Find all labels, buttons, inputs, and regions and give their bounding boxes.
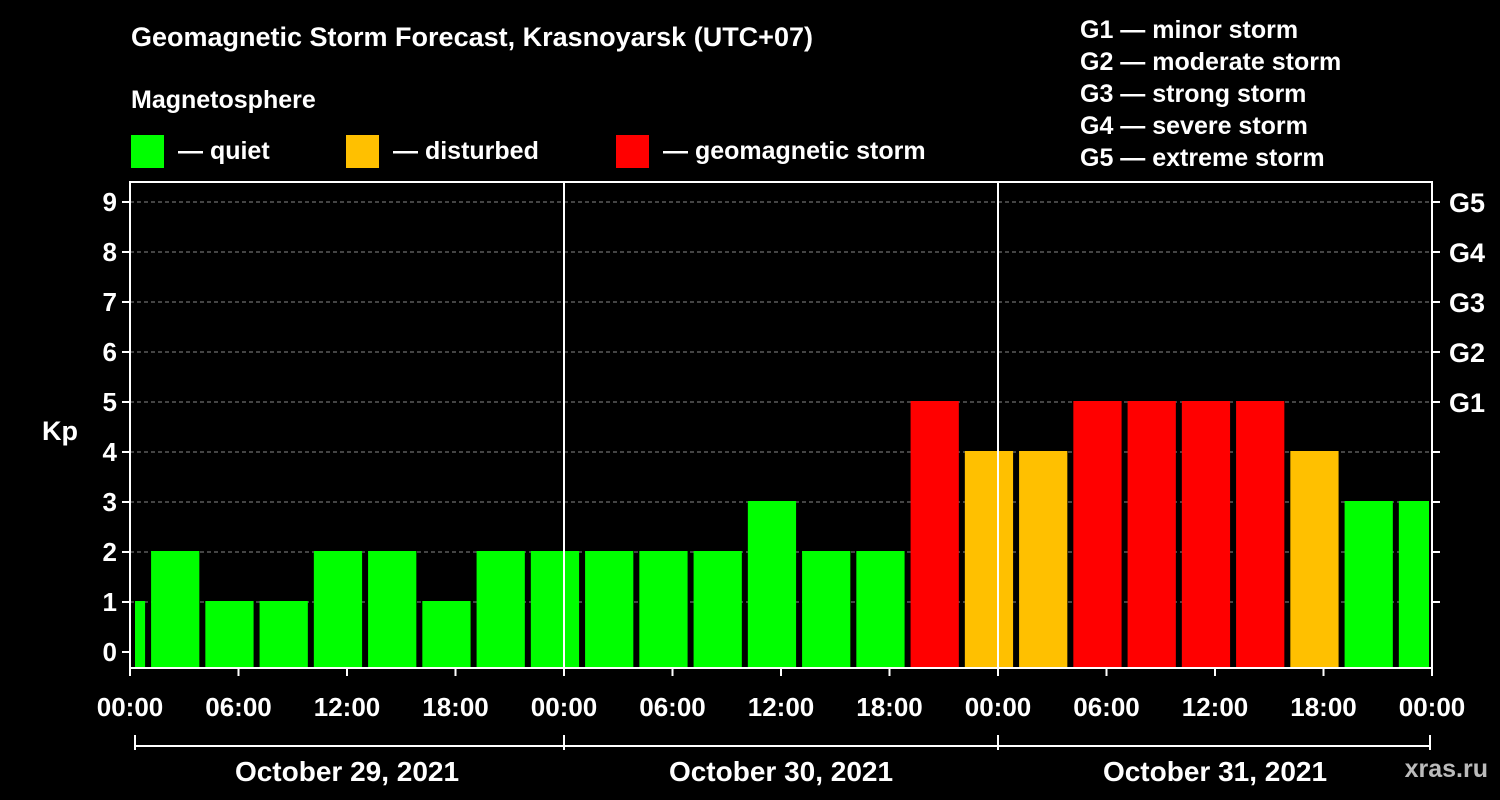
y-tick-label: 6: [103, 337, 117, 367]
watermark: xras.ru: [1404, 755, 1488, 783]
g-scale-label: G2: [1449, 338, 1485, 368]
x-tick-label: 12:00: [1182, 692, 1249, 722]
legend-label-disturbed: — disturbed: [393, 136, 539, 165]
x-tick-label: 00:00: [965, 692, 1032, 722]
kp-bar: [205, 601, 254, 668]
y-tick-label: 2: [103, 537, 117, 567]
kp-bar: [1344, 501, 1393, 668]
g-scale-item: G5 — extreme storm: [1080, 144, 1325, 172]
day-label: October 30, 2021: [669, 756, 893, 787]
x-tick-label: 06:00: [205, 692, 272, 722]
kp-bar: [856, 551, 905, 668]
legend-subtitle: Magnetosphere: [131, 86, 316, 114]
x-tick-label: 18:00: [1290, 692, 1357, 722]
kp-bar: [639, 551, 688, 668]
x-tick-label: 00:00: [1399, 692, 1466, 722]
g-scale-item: G2 — moderate storm: [1080, 48, 1342, 76]
x-tick-label: 06:00: [639, 692, 706, 722]
kp-bar: [693, 551, 742, 668]
kp-bar: [368, 551, 417, 668]
kp-bar: [802, 551, 851, 668]
kp-bar: [422, 601, 471, 668]
x-tick-label: 18:00: [422, 692, 489, 722]
legend-label-quiet: — quiet: [178, 136, 270, 165]
g-scale-label: G1: [1449, 388, 1485, 418]
y-tick-label: 8: [103, 237, 117, 267]
kp-bar: [151, 551, 200, 668]
kp-bar: [1236, 401, 1285, 668]
legend-swatch-quiet: [131, 134, 164, 168]
legend-item-disturbed: — disturbed: [346, 134, 539, 168]
g-scale-label: G3: [1449, 288, 1485, 318]
legend-swatch-disturbed: [346, 134, 379, 168]
chart-title: Geomagnetic Storm Forecast, Krasnoyarsk …: [131, 22, 813, 52]
g-scale-item: G4 — severe storm: [1080, 112, 1308, 140]
y-tick-label: 0: [103, 637, 117, 667]
legend-swatch-storm: [616, 134, 649, 168]
legend-label-storm: — geomagnetic storm: [663, 136, 926, 165]
x-tick-label: 06:00: [1073, 692, 1140, 722]
x-tick-label: 18:00: [856, 692, 923, 722]
kp-bar: [585, 551, 634, 668]
g-scale-label: G5: [1449, 188, 1485, 218]
legend-item-storm: — geomagnetic storm: [616, 134, 926, 168]
day-label: October 31, 2021: [1103, 756, 1327, 787]
x-tick-label: 00:00: [97, 692, 164, 722]
kp-bar: [476, 551, 525, 668]
g-scale-item: G3 — strong storm: [1080, 80, 1307, 108]
legend-item-quiet: — quiet: [131, 134, 270, 168]
g-scale-label: G4: [1449, 238, 1485, 268]
y-tick-label: 4: [103, 437, 118, 467]
kp-bar: [1127, 401, 1176, 668]
kp-bar: [1181, 401, 1231, 668]
y-tick-label: 1: [103, 587, 117, 617]
kp-bar: [747, 501, 797, 668]
kp-bar: [1073, 401, 1122, 668]
y-tick-label: 7: [103, 287, 117, 317]
kp-bar: [964, 451, 1014, 668]
kp-bar: [259, 601, 308, 668]
kp-bar: [530, 551, 580, 668]
g-scale-legend: G1 — minor storm G2 — moderate storm G3 …: [1080, 14, 1341, 174]
x-tick-label: 12:00: [314, 692, 381, 722]
kp-bar: [135, 601, 146, 668]
x-tick-label: 12:00: [748, 692, 815, 722]
x-tick-label: 00:00: [531, 692, 598, 722]
kp-bar: [1398, 501, 1429, 668]
kp-bar: [313, 551, 363, 668]
kp-bar: [1290, 451, 1339, 668]
day-label: October 29, 2021: [235, 756, 459, 787]
y-axis-label: Kp: [42, 416, 78, 446]
kp-bar: [910, 401, 959, 668]
y-tick-label: 9: [103, 187, 117, 217]
g-scale-item: G1 — minor storm: [1080, 16, 1299, 44]
y-tick-label: 3: [103, 487, 117, 517]
y-tick-label: 5: [103, 387, 117, 417]
kp-bar: [1019, 451, 1068, 668]
